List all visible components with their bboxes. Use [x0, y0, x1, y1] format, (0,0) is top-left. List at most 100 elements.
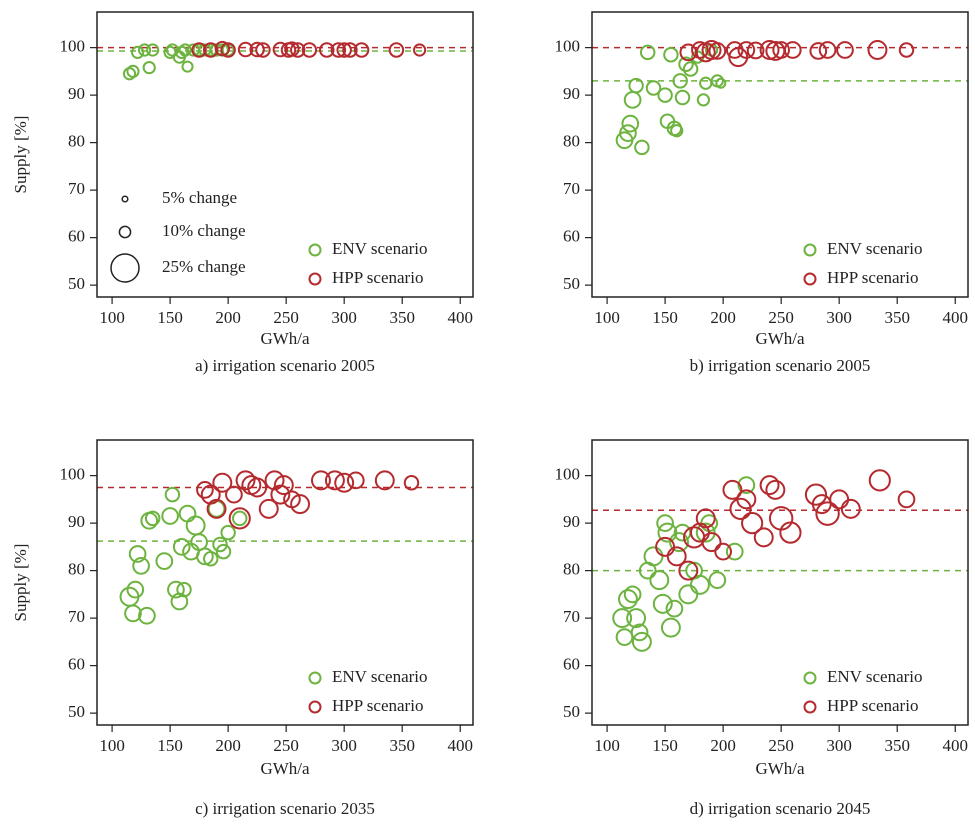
bubble — [689, 574, 710, 595]
bubble — [220, 42, 236, 58]
bubble — [319, 42, 335, 58]
bubble — [815, 501, 840, 526]
legend-marker — [308, 671, 322, 685]
bubble — [334, 472, 355, 493]
y-tick-label: 90 — [563, 84, 580, 103]
bubble — [897, 490, 916, 509]
bubble — [272, 41, 289, 58]
legend-label: HPP scenario — [332, 696, 423, 715]
x-tick-label: 200 — [215, 736, 241, 755]
bubble — [146, 43, 160, 57]
x-tick-label: 200 — [710, 736, 736, 755]
bubble — [729, 497, 752, 520]
bubble — [867, 40, 888, 60]
bubble — [649, 570, 670, 591]
x-tick-label: 400 — [447, 308, 473, 327]
bubble — [324, 470, 345, 491]
y-tick-label: 90 — [68, 84, 85, 103]
bubble — [144, 510, 161, 527]
caption: c) irrigation scenario 2035 — [195, 799, 375, 818]
legend-marker — [308, 700, 322, 714]
bubble — [138, 606, 156, 625]
bubble — [818, 41, 837, 59]
bubble — [660, 617, 681, 638]
bubble — [695, 508, 716, 529]
series — [655, 469, 916, 581]
y-tick-label: 80 — [68, 132, 85, 151]
bubble — [722, 479, 743, 500]
y-tick-label: 60 — [563, 655, 580, 674]
bubble — [737, 476, 756, 494]
x-tick-label: 250 — [768, 308, 794, 327]
x-tick-label: 250 — [273, 736, 299, 755]
bubble — [765, 479, 786, 500]
bubble — [126, 580, 145, 599]
y-tick-label: 60 — [68, 227, 85, 246]
bubble — [634, 139, 650, 156]
bubble — [701, 532, 722, 553]
bubble — [374, 470, 395, 491]
legend-marker — [803, 671, 817, 685]
bubble — [220, 524, 236, 541]
bubble — [178, 43, 192, 57]
bubble — [330, 42, 347, 58]
bubble — [167, 580, 185, 599]
legend-marker — [803, 243, 817, 257]
y-tick-label: 80 — [563, 132, 580, 151]
bubble — [128, 545, 147, 563]
bubble — [672, 73, 688, 89]
y-axis-label: Supply [%] — [11, 116, 30, 194]
legend-label: ENV scenario — [332, 667, 428, 686]
plot-frame — [96, 11, 474, 298]
bubble — [273, 475, 294, 496]
bubble — [643, 546, 664, 567]
y-tick-label: 80 — [68, 560, 85, 579]
bubble — [836, 41, 854, 59]
bubble — [172, 538, 191, 556]
bubble — [235, 470, 256, 491]
bubble — [623, 585, 642, 604]
x-tick-label: 250 — [768, 736, 794, 755]
bubble — [868, 469, 891, 492]
x-tick-label: 150 — [157, 736, 183, 755]
bubble — [212, 472, 233, 493]
series — [191, 40, 427, 58]
y-tick-label: 70 — [68, 607, 85, 626]
bubble — [196, 547, 214, 566]
y-tick-label: 50 — [68, 702, 85, 721]
panel: 100 150 200 250 300 350 400 50 60 70 80 90 100 GWh/a d… — [555, 439, 969, 818]
size-legend-label: 5% change — [162, 188, 237, 207]
bubble — [746, 41, 765, 60]
x-tick-label: 350 — [389, 308, 415, 327]
bubble — [142, 60, 156, 75]
bubble — [203, 551, 219, 567]
bubble — [670, 124, 684, 138]
x-tick-label: 150 — [157, 308, 183, 327]
bubble — [779, 521, 802, 544]
bubble — [206, 498, 227, 519]
y-tick-label: 50 — [563, 274, 580, 293]
x-tick-label: 350 — [884, 736, 910, 755]
size-legend-marker — [110, 253, 140, 283]
bubble — [669, 532, 689, 553]
bubble — [621, 114, 640, 133]
bubble — [191, 42, 207, 58]
x-tick-label: 100 — [594, 736, 620, 755]
x-tick-label: 100 — [99, 308, 125, 327]
bubble — [290, 42, 306, 58]
bubble — [249, 41, 265, 58]
bubble — [741, 512, 764, 535]
x-axis-label: GWh/a — [260, 329, 310, 348]
bubble — [155, 552, 174, 570]
panel: 100 150 200 250 300 350 400 50 60 70 80 90 100 GWh/a a… — [11, 11, 474, 375]
bubble — [353, 42, 370, 58]
x-tick-label: 350 — [884, 308, 910, 327]
series — [119, 486, 248, 625]
bubble — [840, 498, 861, 519]
bubble — [214, 40, 231, 57]
bubble — [161, 507, 179, 525]
bubble — [630, 623, 649, 642]
bubble — [701, 40, 722, 60]
y-tick-label: 60 — [68, 655, 85, 674]
